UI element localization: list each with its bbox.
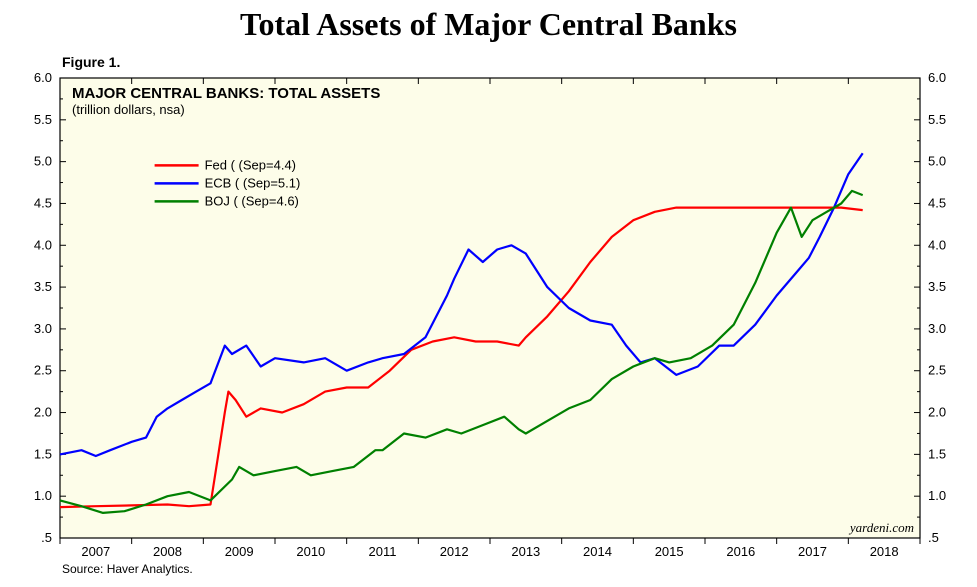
y-tick-label: .5 [41,530,52,545]
page: Total Assets of Major Central Banks Figu… [0,0,977,587]
y-tick-label-right: 5.5 [928,112,946,127]
y-tick-label-right: 5.0 [928,154,946,169]
y-tick-label-right: 1.0 [928,488,946,503]
x-tick-label: 2015 [655,544,684,559]
legend-label-boj: BOJ ( (Sep=4.6) [205,193,299,208]
x-tick-label: 2011 [369,544,397,559]
x-tick-label: 2010 [296,544,325,559]
y-tick-label: 4.5 [34,195,52,210]
legend-label-fed: Fed ( (Sep=4.4) [205,157,296,172]
y-tick-label-right: 4.5 [928,195,946,210]
y-tick-label-right: 2.5 [928,363,946,378]
y-tick-label: 1.0 [34,488,52,503]
x-tick-label: 2013 [511,544,540,559]
plot-background [60,78,920,538]
y-tick-label-right: 3.5 [928,279,946,294]
legend-label-ecb: ECB ( (Sep=5.1) [205,175,301,190]
y-tick-label-right: 6.0 [928,70,946,85]
x-tick-label: 2012 [440,544,469,559]
y-tick-label-right: 3.0 [928,321,946,336]
chart-title: MAJOR CENTRAL BANKS: TOTAL ASSETS [72,85,380,102]
y-tick-label: 3.5 [34,279,52,294]
chart-subtitle: (trillion dollars, nsa) [72,102,185,117]
y-tick-label-right: 1.5 [928,446,946,461]
y-tick-label-right: 2.0 [928,405,946,420]
x-tick-label: 2016 [726,544,755,559]
y-tick-label: 5.5 [34,112,52,127]
y-tick-label: 1.5 [34,446,52,461]
y-tick-label: 3.0 [34,321,52,336]
y-tick-label-right: .5 [928,530,939,545]
source-label: Source: Haver Analytics. [62,562,193,576]
y-tick-label: 2.0 [34,405,52,420]
x-tick-label: 2007 [81,544,110,559]
x-tick-label: 2018 [870,544,899,559]
y-tick-label: 4.0 [34,237,52,252]
assets-chart: .5 .5 1.0 1.0 1.5 1.5 2.0 2.0 2.5 2.5 3.0 3.0 3.5 3.5… [0,0,977,560]
y-tick-label: 2.5 [34,363,52,378]
x-tick-label: 2008 [153,544,182,559]
y-tick-label: 6.0 [34,70,52,85]
y-tick-label-right: 4.0 [928,237,946,252]
watermark: yardeni.com [848,520,914,535]
x-tick-label: 2017 [798,544,827,559]
x-tick-label: 2009 [225,544,254,559]
x-tick-label: 2014 [583,544,612,559]
y-tick-label: 5.0 [34,154,52,169]
